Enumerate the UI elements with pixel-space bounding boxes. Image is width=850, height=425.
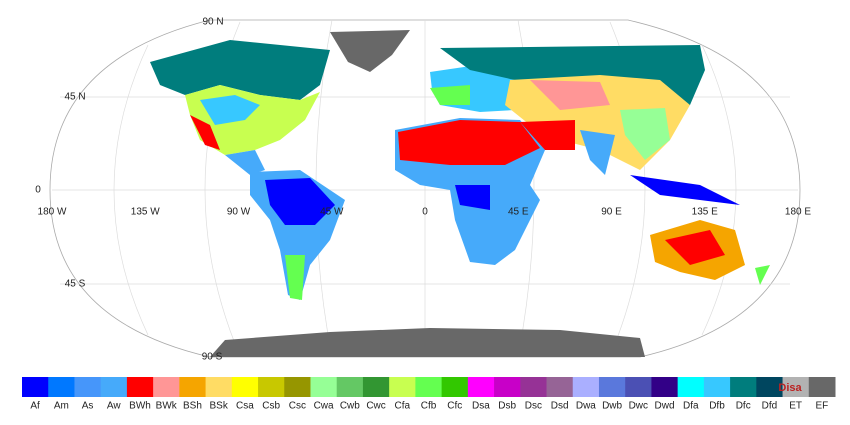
lat-label: 45 S	[65, 279, 86, 290]
legend-swatch	[310, 377, 338, 397]
legend-label: BSh	[183, 401, 202, 412]
north-america-north	[150, 40, 330, 100]
legend-swatch	[153, 377, 180, 397]
legend-swatch	[362, 377, 390, 397]
australia-desert	[665, 230, 725, 265]
legend: Af Am As Aw BWh BWk BSh BSk Csa Csb Csc Cwa Cwb Cwc Cf…	[22, 377, 836, 412]
south-america-south	[285, 255, 305, 300]
legend-swatch	[284, 377, 311, 397]
amazon	[265, 178, 335, 225]
legend-swatch	[520, 377, 548, 397]
indonesia	[630, 175, 740, 205]
north-america-mid	[200, 95, 260, 125]
antarctica	[210, 328, 645, 357]
lat-label: 90 S	[202, 352, 223, 363]
congo	[455, 185, 490, 210]
legend-label: Aw	[107, 401, 121, 412]
legend-label: Dwd	[655, 401, 675, 412]
legend-swatch	[441, 377, 469, 397]
legend-swatch	[48, 377, 75, 397]
legend-label: Dfd	[762, 401, 778, 412]
legend-label: Dwb	[602, 401, 622, 412]
legend-label: Cwc	[366, 401, 385, 412]
legend-label: Dsd	[551, 401, 569, 412]
lon-label: 45 E	[508, 207, 529, 218]
legend-swatch	[625, 377, 652, 397]
legend-swatch	[782, 377, 810, 397]
legend-swatch	[730, 377, 757, 397]
legend-label: BWh	[129, 401, 151, 412]
legend-swatch	[598, 377, 626, 397]
legend-label: Dfc	[736, 401, 751, 412]
lon-label: 135 W	[131, 207, 160, 218]
legend-swatch	[546, 377, 574, 397]
lon-label: 180 W	[38, 207, 67, 218]
legend-swatch	[494, 377, 521, 397]
sahara	[398, 120, 540, 165]
legend-label: Cfb	[421, 401, 437, 412]
new-zealand	[755, 265, 770, 285]
legend-label: Csb	[262, 401, 280, 412]
legend-swatch	[756, 377, 784, 397]
legend-label: Cwa	[314, 401, 334, 412]
legend-swatch	[179, 377, 207, 397]
lon-label: 180 E	[785, 207, 811, 218]
western-europe	[430, 85, 470, 105]
central-america	[225, 150, 265, 175]
legend-label: Dsc	[525, 401, 542, 412]
legend-label: Dsa	[472, 401, 490, 412]
central-asia	[530, 80, 610, 110]
legend-swatch	[100, 377, 128, 397]
lon-label: 90 W	[227, 207, 251, 218]
legend-label: Dwa	[576, 401, 596, 412]
legend-swatch	[467, 377, 495, 397]
watermark: Disa	[778, 382, 802, 394]
legend-swatch	[703, 377, 731, 397]
lat-label: 90 N	[202, 17, 223, 28]
lat-label: 0	[35, 185, 41, 196]
greenland	[330, 30, 410, 72]
legend-swatch	[572, 377, 600, 397]
legend-swatch	[231, 377, 259, 397]
lat-label: 45 N	[64, 92, 85, 103]
legend-swatch	[126, 377, 154, 397]
legend-label: EF	[815, 401, 828, 412]
legend-label: BSk	[210, 401, 229, 412]
labels: 90 N 45 N 0 45 S 90 S 180 W 135 W 90 W 45 W 0 45 E…	[35, 17, 811, 363]
legend-swatch	[651, 377, 679, 397]
legend-swatch	[389, 377, 416, 397]
legend-label: Csa	[236, 401, 254, 412]
lon-label: 135 E	[692, 207, 718, 218]
lon-label: 0	[422, 207, 428, 218]
legend-swatch	[22, 377, 49, 397]
land	[150, 30, 770, 357]
india	[580, 130, 615, 175]
lon-label: 90 E	[601, 207, 622, 218]
legend-swatch	[205, 377, 233, 397]
legend-swatch	[677, 377, 705, 397]
legend-label: Cwb	[340, 401, 360, 412]
legend-label: Dfb	[709, 401, 725, 412]
legend-label: Cfa	[394, 401, 410, 412]
legend-label: Cfc	[447, 401, 462, 412]
legend-swatch	[415, 377, 443, 397]
legend-swatch	[808, 377, 836, 397]
legend-label: Csc	[289, 401, 306, 412]
east-asia	[620, 108, 670, 160]
legend-swatch	[336, 377, 364, 397]
legend-label: As	[82, 401, 94, 412]
lon-label: 45 W	[320, 207, 344, 218]
legend-label: Dfa	[683, 401, 699, 412]
legend-label: Am	[54, 401, 69, 412]
legend-label: BWk	[156, 401, 178, 412]
sw-desert	[190, 115, 220, 150]
legend-label: ET	[789, 401, 802, 412]
legend-label: Dsb	[498, 401, 516, 412]
legend-swatch	[74, 377, 102, 397]
legend-swatch	[258, 377, 285, 397]
legend-label: Dwc	[629, 401, 648, 412]
arabia	[520, 120, 575, 150]
legend-label: Af	[30, 401, 40, 412]
